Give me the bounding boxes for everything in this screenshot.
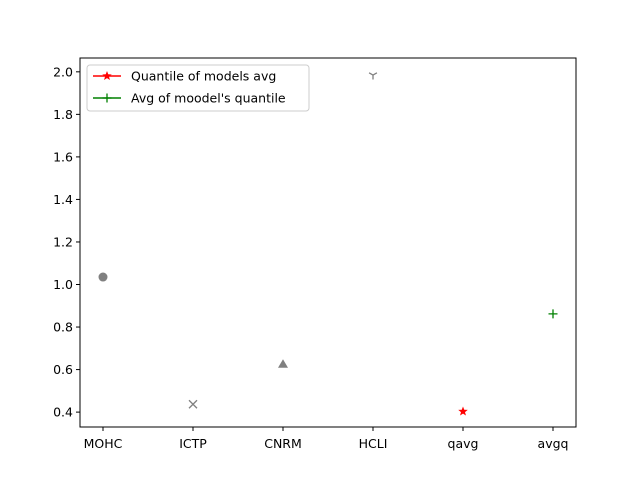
data-points <box>98 72 558 416</box>
y-tick-label: 0.8 <box>53 320 73 335</box>
plot-background <box>80 58 576 427</box>
legend-marker <box>102 93 112 103</box>
x-tick-label: qavg <box>448 436 479 451</box>
y-tick-label: 1.4 <box>53 192 73 207</box>
legend-label: Avg of moodel's quantile <box>131 91 286 106</box>
y-tick-label: 1.2 <box>53 234 73 249</box>
y-tick-label: 1.6 <box>53 149 73 164</box>
data-point-ictp <box>188 399 198 409</box>
data-point-cnrm <box>278 359 288 368</box>
y-tick-label: 1.0 <box>53 277 73 292</box>
legend: Quantile of models avg Avg of moodel's qu… <box>86 64 310 112</box>
x-tick-label: CNRM <box>264 436 302 451</box>
data-point-avgq <box>548 309 558 319</box>
x-axis: MOHC ICTP CNRM HCLI qavg avgq <box>84 427 569 451</box>
legend-marker <box>102 71 112 81</box>
legend-label: Quantile of models avg <box>131 69 276 84</box>
x-tick-label: avgq <box>538 436 569 451</box>
y-tick-label: 0.6 <box>53 362 73 377</box>
y-tick-label: 0.4 <box>53 405 73 420</box>
data-point-qavg <box>458 406 468 416</box>
y-tick-label: 2.0 <box>53 64 73 79</box>
y-axis: 0.4 0.6 0.8 1.0 1.2 1.4 1.6 1.8 2.0 <box>53 64 80 420</box>
x-tick-label: HCLI <box>359 436 388 451</box>
legend-box <box>86 64 310 112</box>
plot-frame <box>79 57 577 428</box>
y-tick-label: 1.8 <box>53 107 73 122</box>
x-tick-label: MOHC <box>84 436 123 451</box>
x-tick-label: ICTP <box>179 436 207 451</box>
data-point-hcli <box>368 72 378 80</box>
data-point-mohc <box>98 272 108 282</box>
